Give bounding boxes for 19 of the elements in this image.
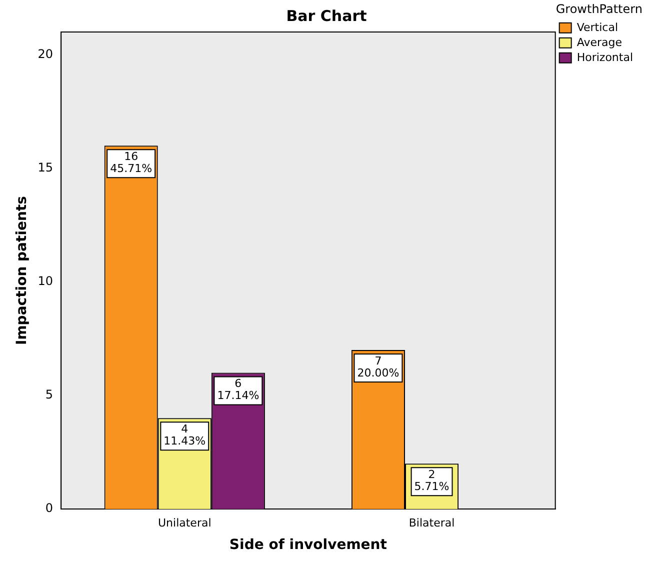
data-label: 4 11.43% [164, 422, 206, 448]
legend-label: Average [576, 36, 622, 49]
y-tick-label: 5 [45, 388, 54, 402]
data-label: 6 17.14% [217, 377, 260, 402]
y-tick-label: 20 [38, 46, 54, 61]
y-axis-title: Impaction patients [14, 196, 30, 345]
y-tick-label: 10 [38, 274, 54, 288]
y-tick-label: 15 [38, 160, 54, 174]
data-label: 7 20.00% [357, 354, 400, 380]
data-label: 2 5.71% [414, 468, 450, 493]
x-axis-title: Side of involvement [229, 537, 388, 554]
x-tick-label: Unilateral [158, 516, 212, 530]
chart-title: Bar Chart [286, 6, 367, 25]
legend-title: GrowthPattern [556, 2, 642, 16]
y-tick-label: 0 [45, 501, 54, 516]
legend-label: Horizontal [576, 50, 634, 64]
legend-label: Vertical [576, 20, 618, 34]
x-tick-label: Bilateral [408, 516, 455, 530]
data-label: 16 45.71% [110, 150, 152, 175]
